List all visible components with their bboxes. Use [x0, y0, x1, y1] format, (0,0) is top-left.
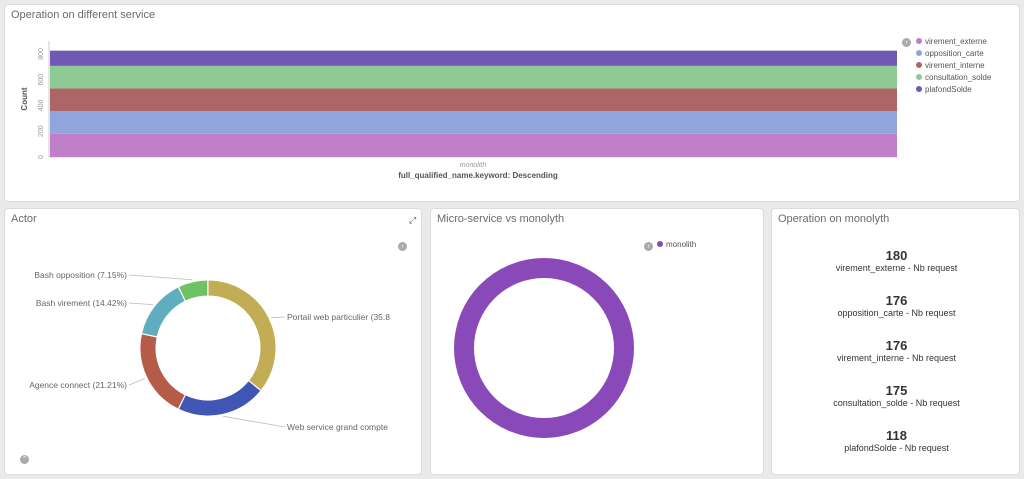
- panel-title: Operation on different service: [11, 9, 156, 21]
- slice-leader-line: [271, 316, 286, 319]
- legend-item-virement_interne[interactable]: virement_interne: [916, 61, 985, 70]
- metric-value: 180: [885, 248, 908, 263]
- legend-label: plafondSolde: [925, 85, 972, 94]
- panel-title: Micro-service vs monolyth: [437, 213, 565, 225]
- slice-label: Bash opposition (7.15%): [34, 270, 127, 280]
- panel-microservice-vs-monolyth: Micro-service vs monolyth › monolith: [430, 208, 764, 475]
- legend-dot: [916, 38, 922, 44]
- legend-dot: [916, 50, 922, 56]
- metric-label: virement_externe - Nb request: [835, 263, 958, 273]
- bar-segment-opposition_carte[interactable]: [50, 111, 897, 134]
- actor-donut-chart: Portail web particulier (35.8 Web service…: [29, 270, 390, 432]
- metric-item: 175 consultation_solde - Nb request: [772, 383, 1019, 409]
- y-axis-label: Count: [20, 87, 29, 110]
- monolith-donut-chart: [454, 258, 634, 438]
- donut-slice[interactable]: [177, 379, 262, 417]
- metric-item: 176 opposition_carte - Nb request: [772, 293, 1019, 319]
- metric-label: plafondSolde - Nb request: [844, 443, 949, 453]
- metric-label: consultation_solde - Nb request: [833, 398, 960, 408]
- donut-slice[interactable]: [207, 279, 277, 392]
- donut-slice[interactable]: [140, 286, 186, 338]
- legend-dot: [916, 86, 922, 92]
- legend-label: opposition_carte: [925, 49, 984, 58]
- donut-slice[interactable]: [177, 279, 209, 302]
- chevron-right-icon[interactable]: ›: [902, 38, 911, 47]
- chevron-left-icon[interactable]: ‹: [398, 242, 407, 251]
- y-tick-label: 800: [38, 48, 45, 60]
- bar-segment-plafondSolde[interactable]: [50, 50, 897, 66]
- donut-slice[interactable]: [454, 258, 634, 438]
- slice-label: Web service grand compte: [287, 422, 388, 432]
- panel-operation-monolyth: Operation on monolyth 180 virement_extern…: [771, 208, 1020, 475]
- legend-dot: [916, 62, 922, 68]
- bar-segment-virement_externe[interactable]: [50, 133, 897, 157]
- bar-segment-virement_interne[interactable]: [50, 88, 897, 112]
- expand-icon[interactable]: ⤢: [409, 215, 417, 225]
- donut-slice[interactable]: [139, 333, 186, 410]
- metric-value: 176: [885, 293, 908, 308]
- x-axis-label: full_qualified_name.keyword: Descending: [398, 171, 558, 180]
- legend-item-consultation_solde[interactable]: consultation_solde: [916, 73, 991, 82]
- metric-value: 176: [885, 338, 908, 353]
- slice-leader-line: [128, 378, 146, 386]
- slice-leader-line: [223, 415, 286, 428]
- panel-operation-services: Operation on different service 0 200 400 60…: [4, 4, 1020, 202]
- legend-label: virement_externe: [925, 37, 987, 46]
- legend-item-plafondSolde[interactable]: plafondSolde: [916, 85, 972, 94]
- metric-item: 176 virement_interne - Nb request: [772, 338, 1019, 364]
- stacked-bar-chart: 0 200 400 600 800 Count monolith full_qualified…: [20, 41, 897, 180]
- chevron-up-icon[interactable]: ⌃: [20, 455, 29, 464]
- y-tick-label: 600: [38, 74, 45, 86]
- metric-label: virement_interne - Nb request: [836, 353, 957, 363]
- legend-label: consultation_solde: [925, 73, 992, 82]
- chevron-right-icon[interactable]: ›: [644, 242, 653, 251]
- metric-item: 180 virement_externe - Nb request: [772, 248, 1019, 274]
- y-tick-label: 400: [38, 100, 45, 112]
- legend-item-virement_externe[interactable]: virement_externe: [916, 37, 987, 46]
- metric-value: 118: [886, 428, 907, 443]
- slice-label: Portail web particulier (35.8: [287, 312, 390, 322]
- slice-label: Agence connect (21.21%): [29, 380, 127, 390]
- legend-label: monolith: [666, 240, 697, 249]
- metric-item: 118 plafondSolde - Nb request: [772, 428, 1019, 454]
- bar-segment-consultation_solde[interactable]: [50, 65, 897, 89]
- slice-leader-line: [128, 274, 193, 281]
- mono-legend: monolith: [657, 240, 696, 249]
- metrics-list: 180 virement_externe - Nb request 176 oppos…: [772, 209, 1019, 474]
- slice-label: Bash virement (14.42%): [36, 298, 127, 308]
- y-tick-label: 0: [38, 155, 45, 159]
- panel-title: Operation on monolyth: [778, 213, 890, 225]
- y-tick-label: 200: [38, 125, 45, 137]
- legend-item-opposition_carte[interactable]: opposition_carte: [916, 49, 984, 58]
- legend-label: virement_interne: [925, 61, 985, 70]
- panel-actor: Actor ⤢ ‹ Portail web particulier (35.8 W…: [4, 208, 422, 475]
- metric-label: opposition_carte - Nb request: [837, 308, 956, 318]
- legend-dot: [916, 74, 922, 80]
- metric-value: 175: [885, 383, 908, 398]
- slice-leader-line: [128, 302, 154, 306]
- legend-dot: [657, 241, 663, 247]
- x-tick-label: monolith: [460, 162, 487, 169]
- panel-title: Actor: [11, 213, 37, 225]
- legend-item-monolith[interactable]: monolith: [657, 240, 696, 249]
